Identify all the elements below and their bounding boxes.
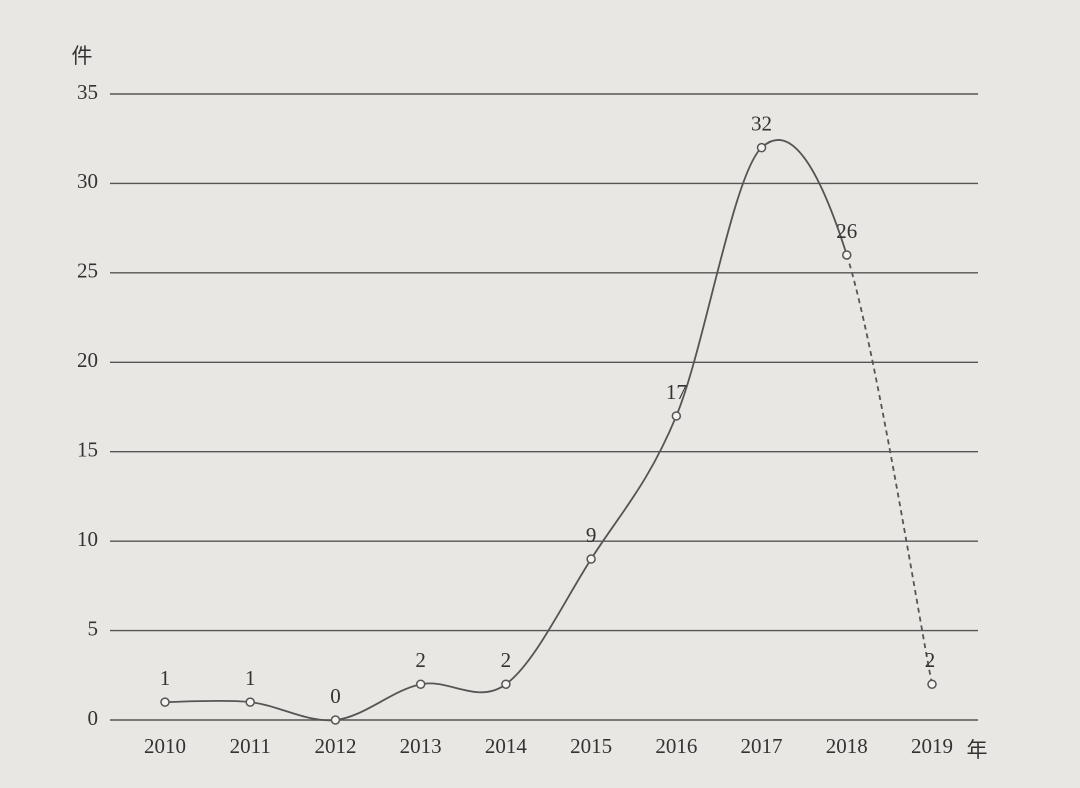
y-tick-label: 15 [77,438,98,462]
data-label: 2 [925,648,936,672]
x-tick-label: 2017 [741,734,783,758]
x-tick-label: 2016 [655,734,697,758]
data-point [245,697,255,707]
data-label: 1 [160,666,171,690]
x-tick-label: 2018 [826,734,868,758]
y-axis-label: 件 [72,44,93,68]
data-label: 26 [836,219,857,243]
data-point [842,250,852,260]
data-point [330,715,341,725]
y-tick-label: 25 [77,259,98,283]
data-label: 9 [586,523,597,547]
y-tick-label: 35 [77,80,98,104]
data-point [927,679,937,689]
y-tick-label: 10 [77,527,98,551]
data-label: 17 [666,380,687,404]
y-tick-label: 5 [88,616,99,640]
data-label: 2 [501,648,512,672]
x-tick-label: 2013 [400,734,442,758]
x-tick-label: 2015 [570,734,612,758]
x-tick-label: 2014 [485,734,528,758]
x-tick-label: 2012 [314,734,356,758]
data-point [671,411,682,421]
x-tick-label: 2019 [911,734,953,758]
data-point [160,697,170,707]
x-tick-label: 2010 [144,734,186,758]
data-point [756,142,767,153]
y-tick-label: 20 [77,348,98,372]
x-axis-label: 年 [967,738,988,762]
data-point [501,679,511,689]
line-dashed [845,254,933,685]
y-tick-label: 0 [88,706,99,730]
data-label: 32 [751,111,772,135]
x-tick-label: 2011 [230,734,271,758]
data-label: 0 [330,684,341,708]
y-tick-label: 30 [77,169,98,193]
line-solid [164,139,848,722]
data-label: 1 [245,666,256,690]
data-label: 2 [415,648,426,672]
data-point [415,679,426,689]
data-point [586,554,596,564]
